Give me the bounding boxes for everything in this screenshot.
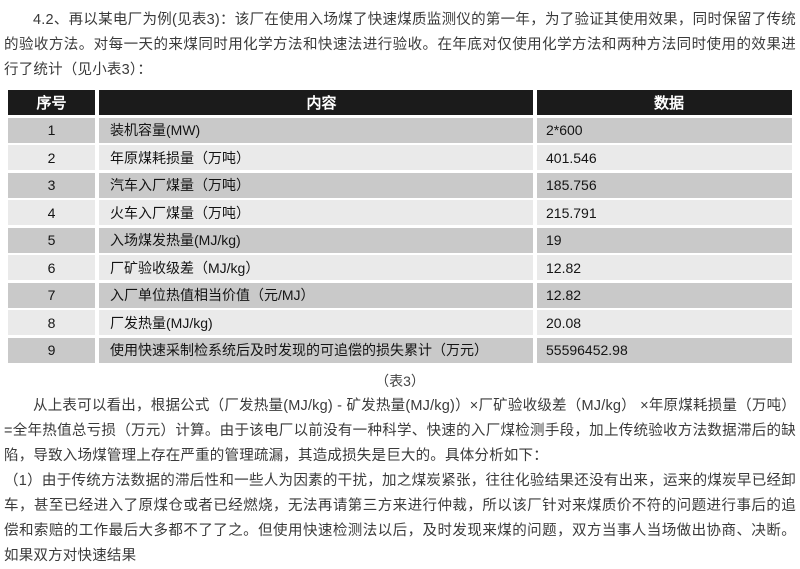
intro-paragraph: 4.2、再以某电厂为例(见表3)：该厂在使用入场煤了快速煤质监测仪的第一年，为了… [4,12,796,78]
table-cell-value: 185.756 [537,172,792,198]
table-cell-index: 9 [8,337,95,363]
table-cell-value: 12.82 [537,255,792,280]
table-cell-index: 8 [8,310,95,335]
table-cell-value: 401.546 [537,145,792,170]
table-cell-index: 4 [8,200,95,225]
table-cell-index: 5 [8,227,95,253]
table-cell-value: 19 [537,227,792,253]
table-cell-content: 汽车入厂煤量（万吨） [99,172,533,198]
table-cell-index: 1 [8,117,95,143]
table-cell-content: 入厂单位热值相当价值（元/MJ） [99,282,533,308]
table-cell-value: 2*600 [537,117,792,143]
table-cell-content: 年原煤耗损量（万吨） [99,145,533,170]
document-page: { "document": { "intro": "4.2、再以某电厂为例(见表… [4,12,796,564]
point1-paragraph: （1）由于传统方法数据的滞后性和一些人为因素的干扰，加之煤炭紧张，往往化验结果还… [4,472,796,564]
table-header-content: 内容 [99,90,533,115]
table-caption: （表3） [375,372,425,389]
table-cell-value: 12.82 [537,282,792,308]
table-cell-index: 3 [8,172,95,198]
table-cell-content: 厂发热量(MJ/kg) [99,310,533,335]
analysis-paragraph: 从上表可以看出，根据公式（厂发热量(MJ/kg) - 矿发热量(MJ/kg)）×… [4,397,796,464]
table-cell-index: 2 [8,145,95,170]
table-cell-content: 使用快速采制检系统后及时发现的可追偿的损失累计（万元） [99,337,533,363]
table-cell-value: 20.08 [537,310,792,335]
table-cell-value: 55596452.98 [537,337,792,363]
table-header-data: 数据 [537,90,792,115]
table-cell-content: 入场煤发热量(MJ/kg) [99,227,533,253]
data-table: 序号 内容 数据 1 装机容量(MW) 2*600 2 年原煤耗损量（万吨） 401.54… [8,90,792,363]
table-cell-content: 装机容量(MW) [99,117,533,143]
table-cell-value: 215.791 [537,200,792,225]
table-wrapper: 序号 内容 数据 1 装机容量(MW) 2*600 2 年原煤耗损量（万吨） 401.54… [8,90,792,363]
table-cell-content: 厂矿验收级差（MJ/kg） [99,255,533,280]
table-header-index: 序号 [8,90,95,115]
table-cell-index: 6 [8,255,95,280]
table-cell-index: 7 [8,282,95,308]
table-cell-content: 火车入厂煤量（万吨） [99,200,533,225]
